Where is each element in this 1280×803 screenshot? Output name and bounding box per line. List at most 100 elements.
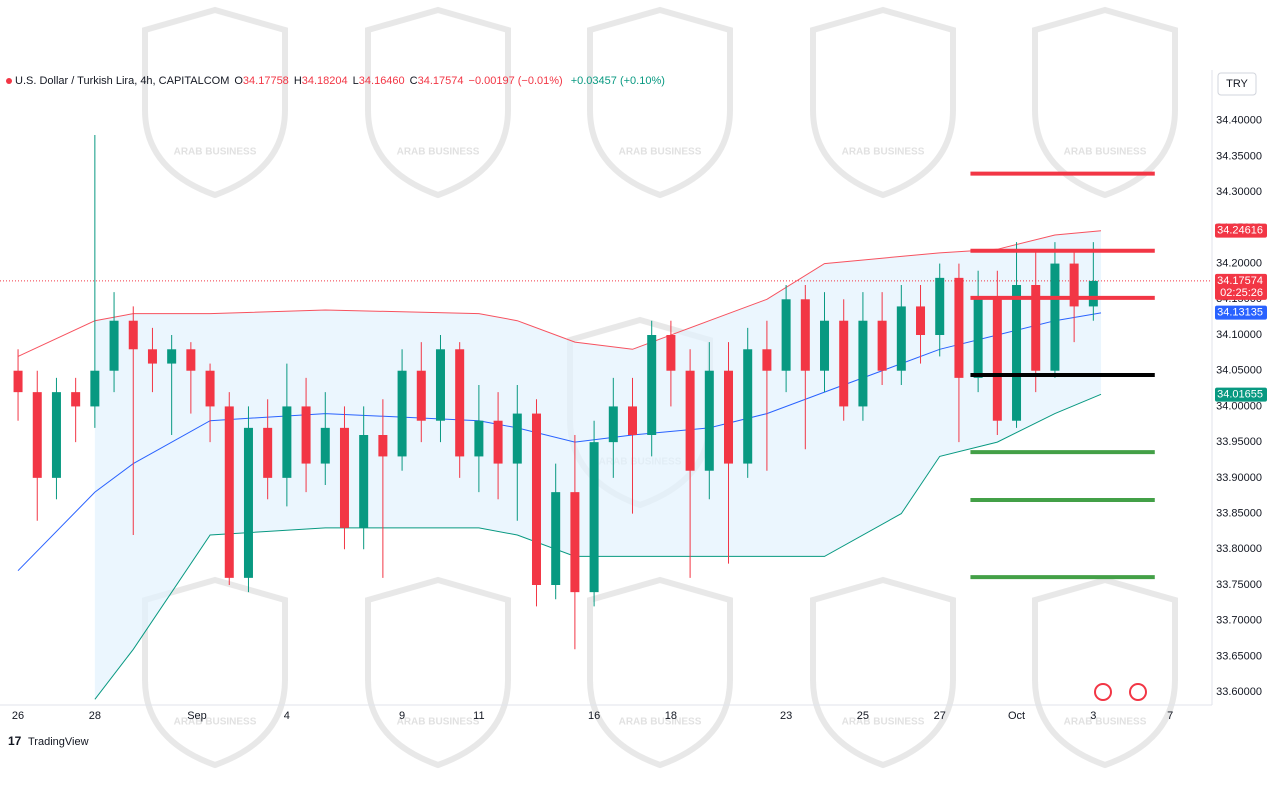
event-icons xyxy=(1094,683,1147,701)
candle-body xyxy=(167,349,177,364)
candle-body xyxy=(512,413,522,464)
watermark: ARAB BUSINESS xyxy=(810,576,956,769)
candle-body xyxy=(416,370,426,421)
x-tick-label: 9 xyxy=(399,710,405,722)
candle-body xyxy=(359,435,369,528)
brand: 17 TradingView xyxy=(8,734,89,748)
y-tick-label: 33.65000 xyxy=(1216,650,1262,662)
ohlc-value: 34.18204 xyxy=(302,75,348,87)
candle-body xyxy=(762,349,772,371)
watermark-text: ARAB BUSINESS xyxy=(1064,717,1147,728)
watermark-shield xyxy=(142,6,288,199)
price-tag xyxy=(1215,273,1267,300)
candle-body xyxy=(916,306,926,335)
plot-area xyxy=(0,135,1212,700)
y-tick-label: 34.20000 xyxy=(1216,257,1262,269)
candle-body xyxy=(589,442,599,593)
candle-body xyxy=(820,320,830,371)
watermark: ARAB BUSINESS xyxy=(587,576,733,769)
x-tick-label: Sep xyxy=(187,710,207,722)
candle-body xyxy=(647,335,657,435)
candle-body xyxy=(1012,285,1022,421)
watermark-shield xyxy=(1032,576,1178,769)
candle-body xyxy=(935,277,945,335)
candle-body xyxy=(147,349,157,364)
watermark-shield xyxy=(587,576,733,769)
candle-body xyxy=(339,427,349,528)
candle-body xyxy=(1088,280,1098,307)
watermark: ARAB BUSINESS xyxy=(1032,576,1178,769)
upper-band xyxy=(17,230,1102,357)
watermark-text: ARAB BUSINESS xyxy=(397,717,480,728)
ohlc-value: 34.17574 xyxy=(418,75,464,87)
candle-body xyxy=(839,320,849,407)
watermark-shield xyxy=(810,6,956,199)
event-icon[interactable] xyxy=(1129,683,1147,701)
y-tick-label: 34.40000 xyxy=(1216,115,1262,127)
candle-body xyxy=(128,320,138,350)
price-tag xyxy=(1215,387,1267,402)
x-tick-label: 4 xyxy=(284,710,290,722)
currency[interactable]: TRY xyxy=(1226,78,1248,90)
status-dot xyxy=(6,78,12,84)
candle-body xyxy=(435,349,445,421)
candle-body xyxy=(570,492,580,593)
watermark-text: ARAB BUSINESS xyxy=(842,717,925,728)
x-tick-label: 23 xyxy=(780,710,792,722)
price-tag xyxy=(1215,305,1267,320)
candle-body xyxy=(1050,263,1060,371)
watermark-text: ARAB BUSINESS xyxy=(1064,147,1147,158)
watermark: ARAB BUSINESS xyxy=(587,6,733,199)
candle-body xyxy=(32,392,42,478)
watermark-text: ARAB BUSINESS xyxy=(174,717,257,728)
candle-body xyxy=(531,413,541,585)
y-tick-label: 33.95000 xyxy=(1216,436,1262,448)
ohlc-label: H xyxy=(294,75,302,87)
candle-body xyxy=(781,299,791,371)
change: −0.00197 (−0.01%) xyxy=(469,75,563,87)
watermark-shield xyxy=(587,6,733,199)
candle-body xyxy=(474,420,484,457)
candle-body xyxy=(666,335,676,371)
axes: 33.60000 33.65000 33.70000 33.75000 33.80000… xyxy=(12,115,1267,722)
candle-body xyxy=(608,406,618,443)
candle-body xyxy=(224,406,234,578)
candle-body xyxy=(896,306,906,371)
x-tick-label: 26 xyxy=(12,710,24,722)
watermark-shield xyxy=(1032,6,1178,199)
y-tick-label: 33.70000 xyxy=(1216,615,1262,627)
watermark-text: ARAB BUSINESS xyxy=(619,717,702,728)
currency-button[interactable] xyxy=(1217,72,1257,96)
candle-body xyxy=(109,320,119,371)
candle-body xyxy=(397,370,407,457)
candle-body xyxy=(627,406,637,435)
x-tick-label: 3 xyxy=(1090,710,1096,722)
candle-body xyxy=(71,392,81,407)
watermark: ARAB BUSINESS xyxy=(365,6,511,199)
y-tick-label: 34.30000 xyxy=(1216,186,1262,198)
candle-body xyxy=(243,427,253,578)
x-tick-label: 18 xyxy=(665,710,677,722)
x-tick-label: 25 xyxy=(857,710,869,722)
x-tick-label: 27 xyxy=(934,710,946,722)
candle-body xyxy=(1031,285,1041,371)
candle-body xyxy=(743,349,753,464)
countdown: 02:25:26 xyxy=(1220,287,1263,299)
candle-body xyxy=(51,392,61,478)
watermark: ARAB BUSINESS xyxy=(810,6,956,199)
watermark: ARAB BUSINESS xyxy=(142,576,288,769)
candle-body xyxy=(1069,263,1079,307)
watermark-text: ARAB BUSINESS xyxy=(842,147,925,158)
x-tick-label: Oct xyxy=(1008,710,1025,722)
watermark: ARAB BUSINESS xyxy=(1032,6,1178,199)
price-tag-label: 34.13135 xyxy=(1217,307,1263,319)
ohlc-label: O xyxy=(234,75,243,87)
candle-body xyxy=(282,406,292,478)
candle-body xyxy=(90,370,100,407)
brand-name: TradingView xyxy=(28,736,89,748)
watermark-text: ARAB BUSINESS xyxy=(174,147,257,158)
x-tick-label: 16 xyxy=(588,710,600,722)
event-icon[interactable] xyxy=(1094,683,1112,701)
candle-body xyxy=(954,277,964,378)
candle-body xyxy=(455,349,465,457)
